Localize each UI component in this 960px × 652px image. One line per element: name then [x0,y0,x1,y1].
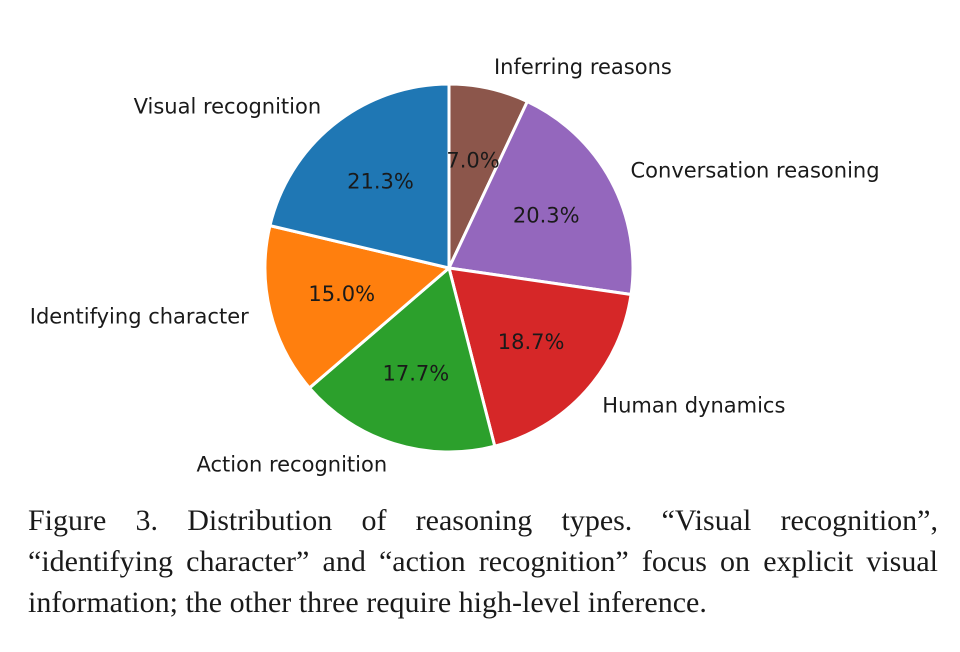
pie-percent-label-conversation-reasoning: 20.3% [513,204,580,228]
pie-category-label-inferring-reasons: Inferring reasons [494,55,672,79]
pie-percent-label-human-dynamics: 18.7% [498,330,565,354]
pie-category-label-human-dynamics: Human dynamics [602,394,785,418]
pie-percent-label-action-recognition: 17.7% [383,361,450,385]
pie-percent-labels: 7.0% 20.3% 18.7% 17.7% 15.0% 21.3% [308,148,579,385]
pie-category-label-action-recognition: Action recognition [197,453,388,477]
pie-chart: 7.0% 20.3% 18.7% 17.7% 15.0% 21.3% Inferring … [30,55,880,477]
pie-category-labels: Inferring reasons Conversation reasoning H… [30,55,880,477]
pie-category-label-conversation-reasoning: Conversation reasoning [631,158,880,182]
pie-percent-label-identifying-character: 15.0% [308,282,375,306]
pie-slice-identifying-character [263,224,451,390]
pie-slice-conversation-reasoning [447,100,635,296]
pie-percent-label-visual-recognition: 21.3% [347,169,414,193]
pie-slices [263,82,635,454]
pie-slice-visual-recognition [268,82,451,270]
pie-slice-action-recognition [307,266,497,454]
pie-slice-human-dynamics [447,266,633,448]
figure-caption: Figure 3. Distribution of reasoning type… [28,504,938,619]
pie-category-label-visual-recognition: Visual recognition [134,94,322,118]
pie-category-label-identifying-character: Identifying character [30,305,249,329]
pie-percent-label-inferring-reasons: 7.0% [446,148,499,172]
